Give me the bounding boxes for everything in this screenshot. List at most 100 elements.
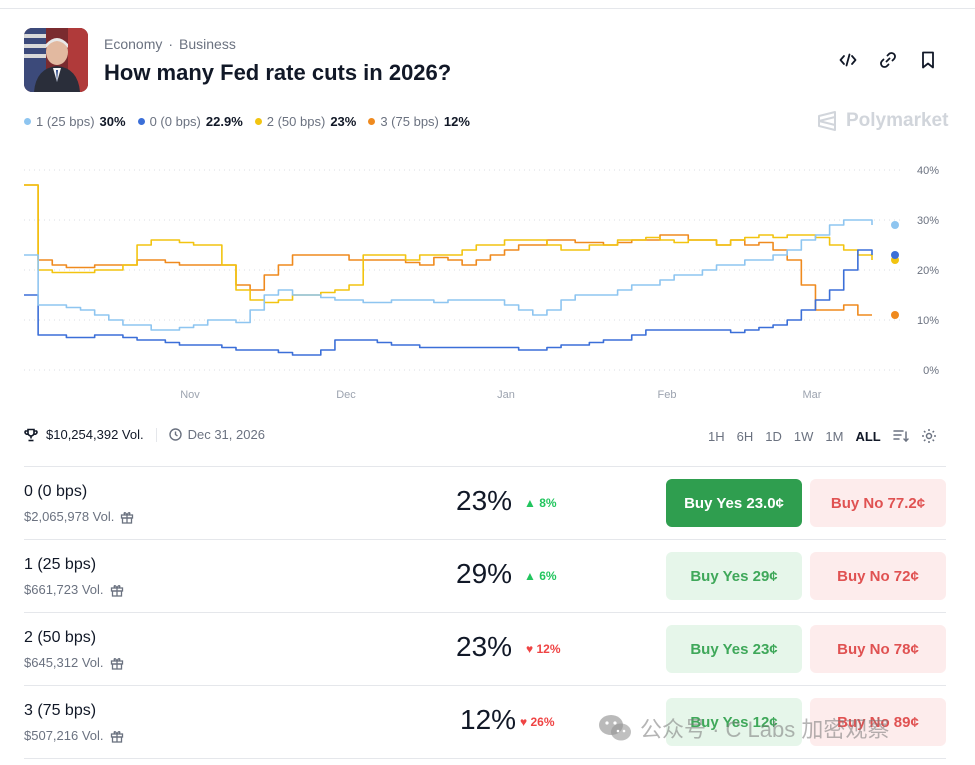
legend-label: 3 (75 bps): [380, 114, 439, 129]
buy-no-button[interactable]: Buy No 72¢: [810, 552, 946, 600]
legend-label: 0 (0 bps): [149, 114, 201, 129]
outcome-change-value: 12%: [536, 642, 561, 656]
legend-swatch: [254, 118, 262, 125]
buy-no-button[interactable]: Buy No 89¢: [810, 698, 946, 746]
outcome-volume: $507,216 Vol.: [24, 728, 124, 743]
down-heart-icon: ♥: [520, 715, 528, 729]
legend-swatch: [368, 118, 376, 125]
link-icon[interactable]: [878, 50, 898, 70]
category-economy[interactable]: Economy: [104, 36, 163, 52]
wechat-icon: [599, 715, 631, 741]
x-tick-label: Feb: [658, 389, 677, 401]
trophy-icon: [24, 428, 38, 441]
range-1d[interactable]: 1D: [765, 428, 782, 444]
market-stats: $10,254,392 Vol. Dec 31, 2026: [24, 427, 265, 442]
legend-label: 2 (50 bps): [266, 114, 326, 129]
buy-yes-button[interactable]: Buy Yes 29¢: [666, 552, 802, 600]
bookmark-icon[interactable]: [918, 50, 938, 70]
series-line: [24, 184, 872, 316]
x-tick-label: Mar: [803, 389, 822, 401]
outcome-row[interactable]: 1 (25 bps) $661,723 Vol. 29% ▲ 6% Buy Ye…: [24, 539, 946, 612]
buy-yes-button[interactable]: Buy Yes 23¢: [666, 625, 802, 673]
top-divider: [0, 8, 975, 9]
chart-legend: 1 (25 bps) 30% 0 (0 bps) 22.9% 2 (50 bps) 2…: [24, 114, 470, 129]
range-6h[interactable]: 6H: [736, 428, 754, 444]
category-business[interactable]: Business: [179, 36, 236, 52]
legend-value: 23%: [330, 114, 357, 129]
series-line: [24, 184, 873, 304]
legend-swatch: [137, 118, 145, 125]
outcome-volume-text: $2,065,978 Vol.: [24, 509, 115, 524]
category-breadcrumb: Economy · Business: [104, 36, 236, 52]
series-endpoint: [891, 221, 899, 229]
end-date: Dec 31, 2026: [168, 427, 265, 442]
x-tick-label: Jan: [497, 389, 515, 401]
outcome-change-value: 6%: [539, 569, 557, 583]
outcome-change: ♥ 26%: [520, 715, 555, 729]
brand-name: Polymarket: [846, 110, 949, 131]
outcome-probability: 23%: [456, 485, 513, 516]
x-tick-label: Nov: [180, 389, 200, 401]
range-1h[interactable]: 1H: [708, 428, 725, 444]
legend-value: 12%: [443, 114, 470, 129]
gift-icon[interactable]: [110, 656, 124, 670]
range-all[interactable]: ALL: [855, 428, 881, 444]
polymarket-logo: Polymarket: [816, 110, 948, 132]
outcome-row[interactable]: 3 (75 bps) $507,216 Vol. 12% ♥ 26% Buy Y…: [24, 685, 946, 758]
outcome-probability: 12%: [460, 704, 517, 735]
outcome-change-value: 26%: [530, 715, 555, 729]
outcome-volume-text: $645,312 Vol.: [24, 655, 104, 670]
outcome-volume: $661,723 Vol.: [24, 582, 124, 597]
y-tick-label: 10%: [917, 315, 939, 327]
legend-swatch: [24, 118, 31, 125]
gift-icon[interactable]: [110, 583, 124, 597]
outcome-volume: $2,065,978 Vol.: [24, 509, 134, 524]
outcome-probability: 23%: [456, 631, 513, 662]
buy-yes-button[interactable]: Buy Yes 12¢: [666, 698, 802, 746]
outcome-name: 2 (50 bps): [24, 629, 97, 646]
outcome-name: 0 (0 bps): [24, 483, 88, 500]
category-separator: ·: [168, 36, 174, 52]
buy-no-button[interactable]: Buy No 77.2¢: [810, 479, 946, 527]
buy-no-button[interactable]: Buy No 78¢: [810, 625, 946, 673]
legend-item: 0 (0 bps) 22.9%: [137, 114, 243, 129]
outcome-volume: $645,312 Vol.: [24, 655, 124, 670]
series-line: [24, 249, 873, 356]
series-endpoint: [891, 251, 899, 259]
series-line: [24, 219, 873, 331]
down-heart-icon: ♥: [526, 642, 534, 656]
outcome-volume-text: $661,723 Vol.: [24, 582, 104, 597]
price-chart[interactable]: 40% 30% 20% 10% 0% Nov Dec Jan Feb Mar: [0, 160, 975, 410]
settings-icon[interactable]: [921, 428, 937, 444]
bottom-divider: [24, 758, 946, 759]
outcome-name: 1 (25 bps): [24, 556, 97, 573]
stats-divider: [155, 427, 157, 442]
outcome-volume-text: $507,216 Vol.: [24, 728, 104, 743]
sort-icon[interactable]: [892, 429, 909, 443]
range-1w[interactable]: 1W: [793, 428, 814, 444]
outcome-change: ▲ 6%: [524, 569, 557, 583]
range-1m[interactable]: 1M: [825, 428, 844, 444]
legend-item: 3 (75 bps) 12%: [368, 114, 470, 129]
market-image: [24, 28, 88, 92]
embed-code-icon[interactable]: [838, 50, 858, 70]
outcome-row[interactable]: 2 (50 bps) $645,312 Vol. 23% ♥ 12% Buy Y…: [24, 612, 946, 685]
outcome-change-value: 8%: [539, 496, 557, 510]
clock-icon: [168, 428, 182, 441]
gift-icon[interactable]: [110, 729, 124, 743]
y-tick-label: 30%: [917, 215, 939, 227]
polymarket-icon: [818, 111, 836, 131]
watermark-text: 公众号 · C Labs 加密观察: [640, 717, 890, 742]
buy-yes-button[interactable]: Buy Yes 23.0¢: [666, 479, 802, 527]
gift-icon[interactable]: [120, 510, 134, 524]
up-arrow-icon: ▲: [524, 496, 536, 510]
legend-value: 22.9%: [205, 114, 243, 129]
end-date-text: Dec 31, 2026: [187, 427, 265, 442]
watermark: 公众号 · C Labs 加密观察: [598, 712, 889, 744]
legend-value: 30%: [99, 114, 126, 129]
y-tick-label: 20%: [917, 265, 939, 277]
outcome-row[interactable]: 0 (0 bps) $2,065,978 Vol. 23% ▲ 8% Buy Y…: [24, 466, 946, 539]
series-endpoint: [891, 311, 899, 319]
total-volume: $10,254,392 Vol.: [46, 427, 144, 442]
y-tick-label: 0%: [923, 365, 939, 377]
